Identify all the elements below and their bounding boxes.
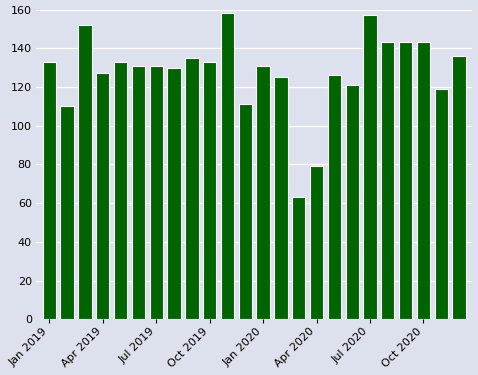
Bar [78, 25, 92, 319]
Bar [399, 42, 413, 320]
Bar [239, 104, 252, 320]
Bar [435, 89, 448, 320]
Bar [452, 56, 466, 320]
Bar [132, 66, 145, 320]
Bar [417, 42, 430, 320]
Bar [346, 85, 359, 320]
Bar [60, 106, 74, 320]
Bar [203, 62, 217, 320]
Bar [256, 66, 270, 320]
Bar [310, 166, 323, 320]
Bar [96, 74, 109, 320]
Bar [114, 62, 127, 320]
Bar [150, 66, 163, 320]
Bar [221, 13, 234, 320]
Bar [185, 58, 198, 320]
Bar [43, 62, 56, 320]
Bar [381, 42, 394, 320]
Bar [292, 197, 305, 320]
Bar [167, 68, 181, 320]
Bar [328, 75, 341, 320]
Bar [363, 15, 377, 320]
Bar [274, 77, 288, 320]
